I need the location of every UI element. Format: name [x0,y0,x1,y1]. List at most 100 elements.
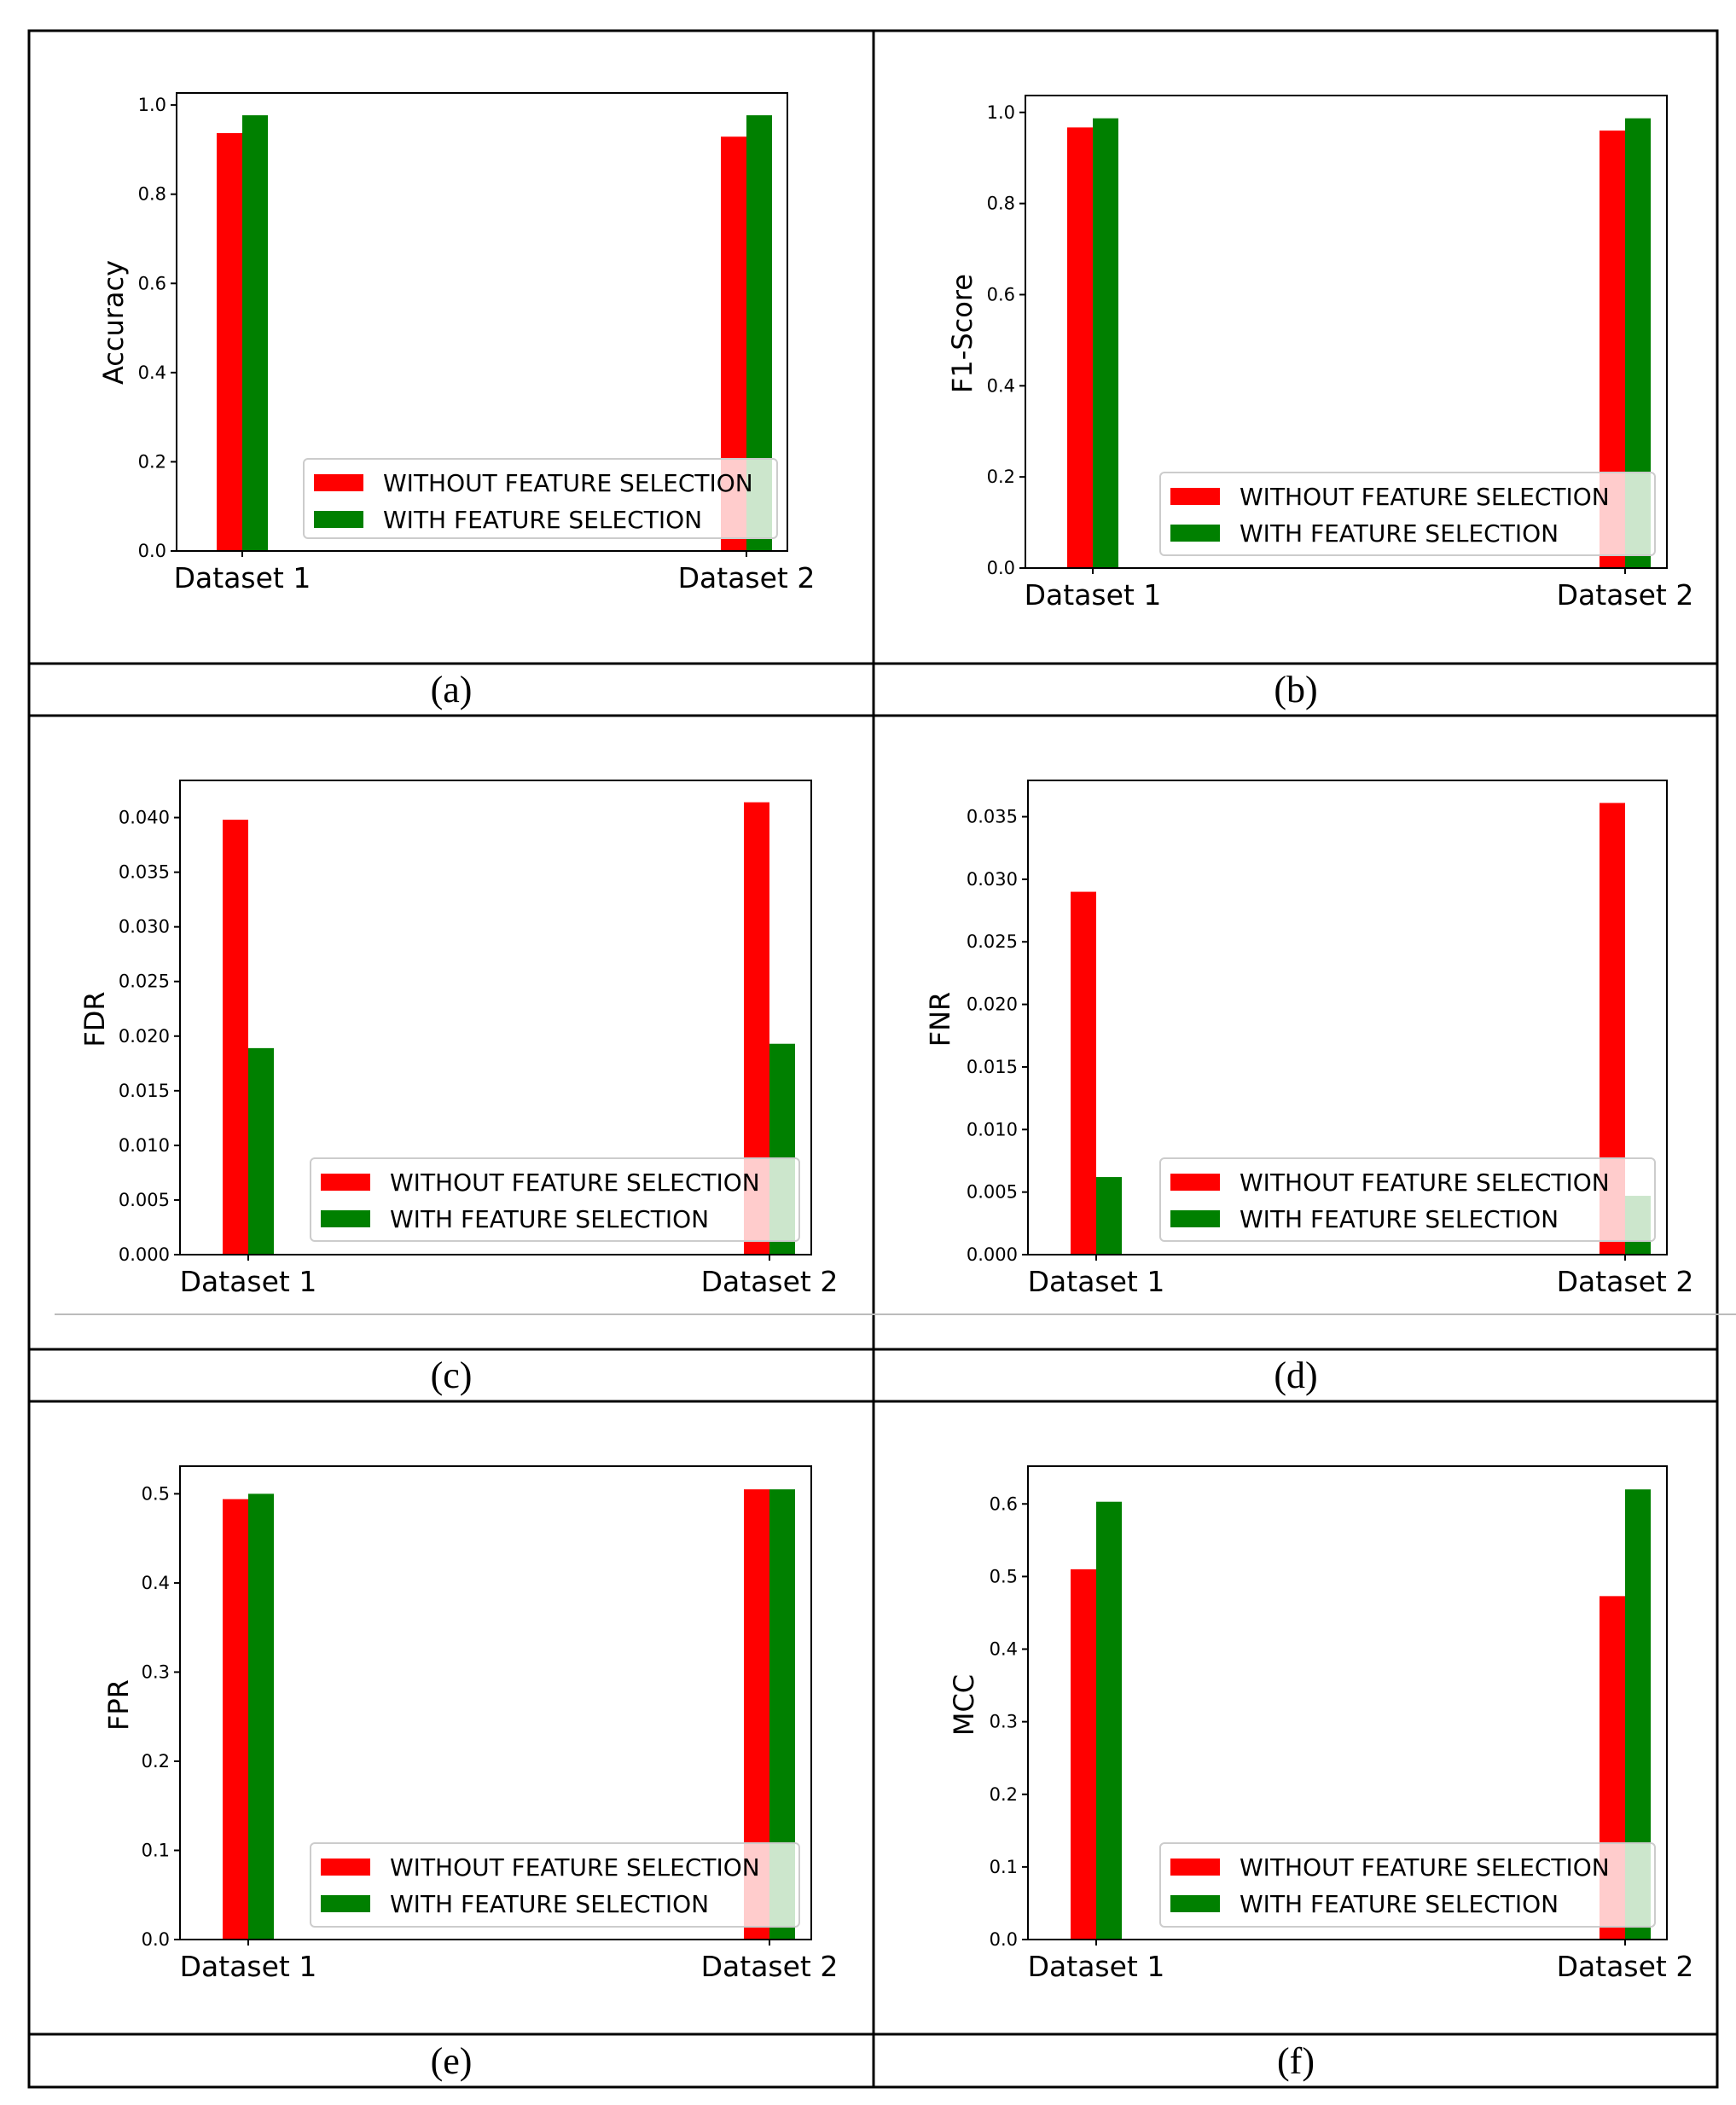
legend-box [310,1157,800,1242]
caption-d: (d) [1274,1354,1317,1396]
legend-swatch [1170,488,1220,505]
y-tick-label: 0.3 [142,1661,170,1682]
y-tick-label: 0.030 [967,869,1018,890]
y-tick-label: 0.5 [990,1566,1018,1586]
caption-e: (e) [431,2040,473,2082]
y-tick-label: 0.025 [967,931,1018,952]
bar-without-feature-selection [223,1499,248,1940]
legend: WITHOUT FEATURE SELECTION WITH FEATURE SE… [1159,1842,1656,1928]
legend-swatch [1170,1859,1220,1876]
legend-label: WITHOUT FEATURE SELECTION [390,1853,760,1882]
y-tick-label: 0.1 [142,1840,170,1860]
legend-label: WITH FEATURE SELECTION [390,1205,709,1233]
legend-swatch [1170,1210,1220,1227]
legend-swatch [321,1895,370,1912]
x-tick-label: Dataset 1 [180,1950,317,1983]
legend-box [1159,472,1656,556]
legend: WITHOUT FEATURE SELECTION WITH FEATURE SE… [1159,1157,1656,1242]
x-tick-label: Dataset 2 [678,561,816,594]
bar-without-feature-selection [1071,891,1096,1255]
x-tick-label: Dataset 1 [1028,1265,1165,1298]
y-tick-label: 0.010 [119,1135,170,1156]
x-tick-label: Dataset 2 [701,1950,839,1983]
x-tick-label: Dataset 1 [174,561,311,594]
legend-label: WITHOUT FEATURE SELECTION [383,469,753,497]
y-tick-label: 0.8 [987,194,1015,214]
legend-label: WITH FEATURE SELECTION [383,506,702,534]
legend-label: WITHOUT FEATURE SELECTION [1240,1853,1610,1882]
legend-swatch [321,1859,370,1876]
legend: WITHOUT FEATURE SELECTION WITH FEATURE SE… [303,458,778,539]
bar-without-feature-selection [1067,127,1093,568]
legend-swatch [1170,525,1220,542]
y-tick-label: 0.040 [119,808,170,828]
axes-frame [1027,1465,1668,1940]
legend-swatch [321,1174,370,1191]
legend-swatch [1170,1895,1220,1912]
axes-frame [179,780,812,1255]
y-axis-label: MCC [948,1674,980,1736]
legend-label: WITH FEATURE SELECTION [1240,1890,1559,1918]
y-tick-label: 0.005 [119,1190,170,1210]
y-tick-label: 0.0 [990,1929,1018,1950]
y-tick-label: 0.5 [142,1483,170,1504]
legend-label: WITHOUT FEATURE SELECTION [390,1168,760,1197]
x-tick-label: Dataset 2 [701,1265,839,1298]
legend-swatch [321,1210,370,1227]
chart-accuracy: 0.0 0.2 0.4 0.6 0.8 1.0 Dataset 1 Dataset 2 Accu… [97,92,816,594]
y-tick-label: 0.020 [119,1026,170,1047]
legend: WITHOUT FEATURE SELECTION WITH FEATURE SE… [1159,472,1656,556]
bar-without-feature-selection [1071,1569,1096,1940]
legend: WITHOUT FEATURE SELECTION WITH FEATURE SE… [310,1157,800,1242]
y-axis-label: FPR [102,1679,135,1731]
legend-box [1159,1157,1656,1242]
legend-swatch [314,511,363,528]
axes-frame [176,92,788,552]
y-tick-label: 0.0 [138,541,166,561]
legend-label: WITHOUT FEATURE SELECTION [1240,1168,1610,1197]
y-tick-label: 0.2 [987,467,1015,487]
y-tick-label: 0.6 [987,284,1015,304]
x-tick-label: Dataset 1 [1025,578,1162,612]
x-tick-label: Dataset 2 [1557,1950,1694,1983]
y-tick-label: 0.4 [138,362,166,383]
legend-box [1159,1842,1656,1928]
bar-with-feature-selection [1096,1501,1122,1940]
y-tick-label: 1.0 [138,95,166,115]
figure-frame [27,29,1736,2089]
legend: WITHOUT FEATURE SELECTION WITH FEATURE SE… [310,1842,800,1928]
y-tick-label: 0.2 [138,451,166,472]
y-tick-label: 0.4 [987,375,1015,396]
x-tick-label: Dataset 1 [1028,1950,1165,1983]
caption-a: (a) [431,669,473,710]
y-tick-label: 0.3 [990,1712,1018,1732]
axes-frame [1027,780,1668,1255]
y-tick-label: 0.015 [967,1057,1018,1077]
caption-c: (c) [431,1354,473,1396]
x-tick-label: Dataset 2 [1557,1265,1694,1298]
legend-swatch [314,474,363,491]
y-tick-label: 0.4 [142,1573,170,1593]
y-axis-label: FDR [78,991,111,1047]
bar-with-feature-selection [1093,118,1118,568]
legend-label: WITH FEATURE SELECTION [1240,519,1559,548]
axes-frame [179,1465,812,1940]
y-tick-label: 0.2 [142,1751,170,1772]
bar-without-feature-selection [217,133,242,552]
y-tick-label: 0.2 [990,1784,1018,1805]
y-tick-label: 0.010 [967,1119,1018,1139]
y-tick-label: 0.000 [119,1244,170,1265]
legend-box [310,1842,800,1928]
y-tick-label: 0.6 [990,1493,1018,1514]
x-tick-label: Dataset 2 [1557,578,1694,612]
bar-with-feature-selection [248,1493,274,1940]
chart-fnr: 0.000 0.005 0.010 0.015 0.020 0.025 0.030 0.035… [924,780,1693,1298]
bar-with-feature-selection [248,1047,274,1255]
y-tick-label: 0.8 [138,184,166,205]
caption-f: (f) [1277,2040,1315,2082]
y-tick-label: 0.035 [119,862,170,883]
y-tick-label: 0.015 [119,1081,170,1101]
y-tick-label: 0.6 [138,273,166,293]
y-tick-label: 0.025 [119,971,170,992]
